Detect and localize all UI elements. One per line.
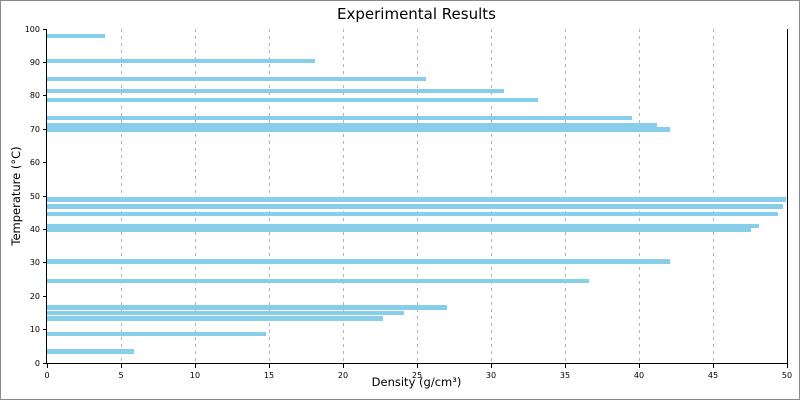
y-axis-label: Temperature (°C) xyxy=(9,146,23,246)
bar xyxy=(47,197,786,202)
x-tick-mark xyxy=(638,364,640,368)
y-tick-mark xyxy=(43,162,47,164)
x-tick-mark xyxy=(490,364,492,368)
x-axis-label: Density (g/cm³) xyxy=(371,375,462,389)
y-tick-label: 30 xyxy=(29,258,40,268)
gridline xyxy=(268,29,270,363)
gridline xyxy=(120,29,122,363)
x-tick-label: 25 xyxy=(411,371,423,380)
y-tick-label: 40 xyxy=(29,224,40,234)
x-tick-label: 5 xyxy=(118,371,124,380)
y-tick-label: 10 xyxy=(29,325,40,335)
y-tick-label: 80 xyxy=(29,91,40,101)
x-tick-mark xyxy=(564,364,566,368)
y-tick-mark xyxy=(43,262,47,264)
gridline xyxy=(638,29,640,363)
y-tick-label: 50 xyxy=(29,191,40,201)
y-tick-label: 100 xyxy=(24,24,40,34)
x-tick-mark xyxy=(786,364,788,368)
y-tick-label: 70 xyxy=(29,124,40,134)
gridline xyxy=(342,29,344,363)
bar xyxy=(47,223,759,229)
gridline xyxy=(564,29,566,363)
y-tick-mark xyxy=(43,61,47,63)
y-tick-mark xyxy=(43,195,47,197)
x-tick-mark xyxy=(120,364,122,368)
chart-title: Experimental Results xyxy=(337,5,496,23)
y-tick-label: 90 xyxy=(29,57,40,67)
x-tick-mark xyxy=(194,364,196,368)
gridline xyxy=(416,29,418,363)
bar xyxy=(47,305,447,310)
y-tick-label: 20 xyxy=(29,291,40,301)
x-tick-mark xyxy=(46,364,48,368)
x-tick-mark xyxy=(712,364,714,368)
x-tick-label: 40 xyxy=(633,371,645,380)
y-tick-mark xyxy=(43,228,47,230)
x-tick-label: 50 xyxy=(781,371,793,380)
gridline xyxy=(712,29,714,363)
bar xyxy=(47,127,671,132)
bar xyxy=(47,33,105,39)
bar xyxy=(47,97,539,103)
x-tick-label: 20 xyxy=(337,371,349,380)
bar xyxy=(47,58,315,64)
x-tick-label: 30 xyxy=(485,371,497,380)
bar xyxy=(47,316,383,321)
bar xyxy=(47,310,404,316)
bar xyxy=(47,211,779,216)
gridline xyxy=(490,29,492,363)
x-tick-mark xyxy=(416,364,418,368)
y-tick-label: 60 xyxy=(29,158,40,168)
bar xyxy=(47,227,752,233)
bar xyxy=(47,259,671,264)
bar xyxy=(47,332,267,337)
bar xyxy=(47,88,505,94)
x-tick-mark xyxy=(342,364,344,368)
bar xyxy=(47,278,589,284)
gridline xyxy=(194,29,196,363)
y-tick-mark xyxy=(43,295,47,297)
y-tick-mark xyxy=(43,28,47,30)
y-tick-mark xyxy=(43,128,47,130)
bar xyxy=(47,76,426,82)
x-tick-label: 10 xyxy=(189,371,201,380)
x-tick-mark xyxy=(268,364,270,368)
bar xyxy=(47,115,632,121)
y-tick-mark xyxy=(43,95,47,97)
x-tick-label: 0 xyxy=(44,371,50,380)
bar xyxy=(47,204,783,209)
x-tick-label: 15 xyxy=(263,371,275,380)
bar xyxy=(47,122,657,128)
x-tick-label: 35 xyxy=(559,371,571,380)
bar xyxy=(47,349,135,354)
x-tick-label: 45 xyxy=(707,371,719,380)
y-tick-label: 0 xyxy=(34,358,40,368)
y-tick-mark xyxy=(43,329,47,331)
plot-area: 0 5 10 15 20 25 30 35 40 45 50 0 10 20 30 40 50 60 70 80 90 1… xyxy=(25,25,792,381)
y-tick-mark xyxy=(43,362,47,364)
